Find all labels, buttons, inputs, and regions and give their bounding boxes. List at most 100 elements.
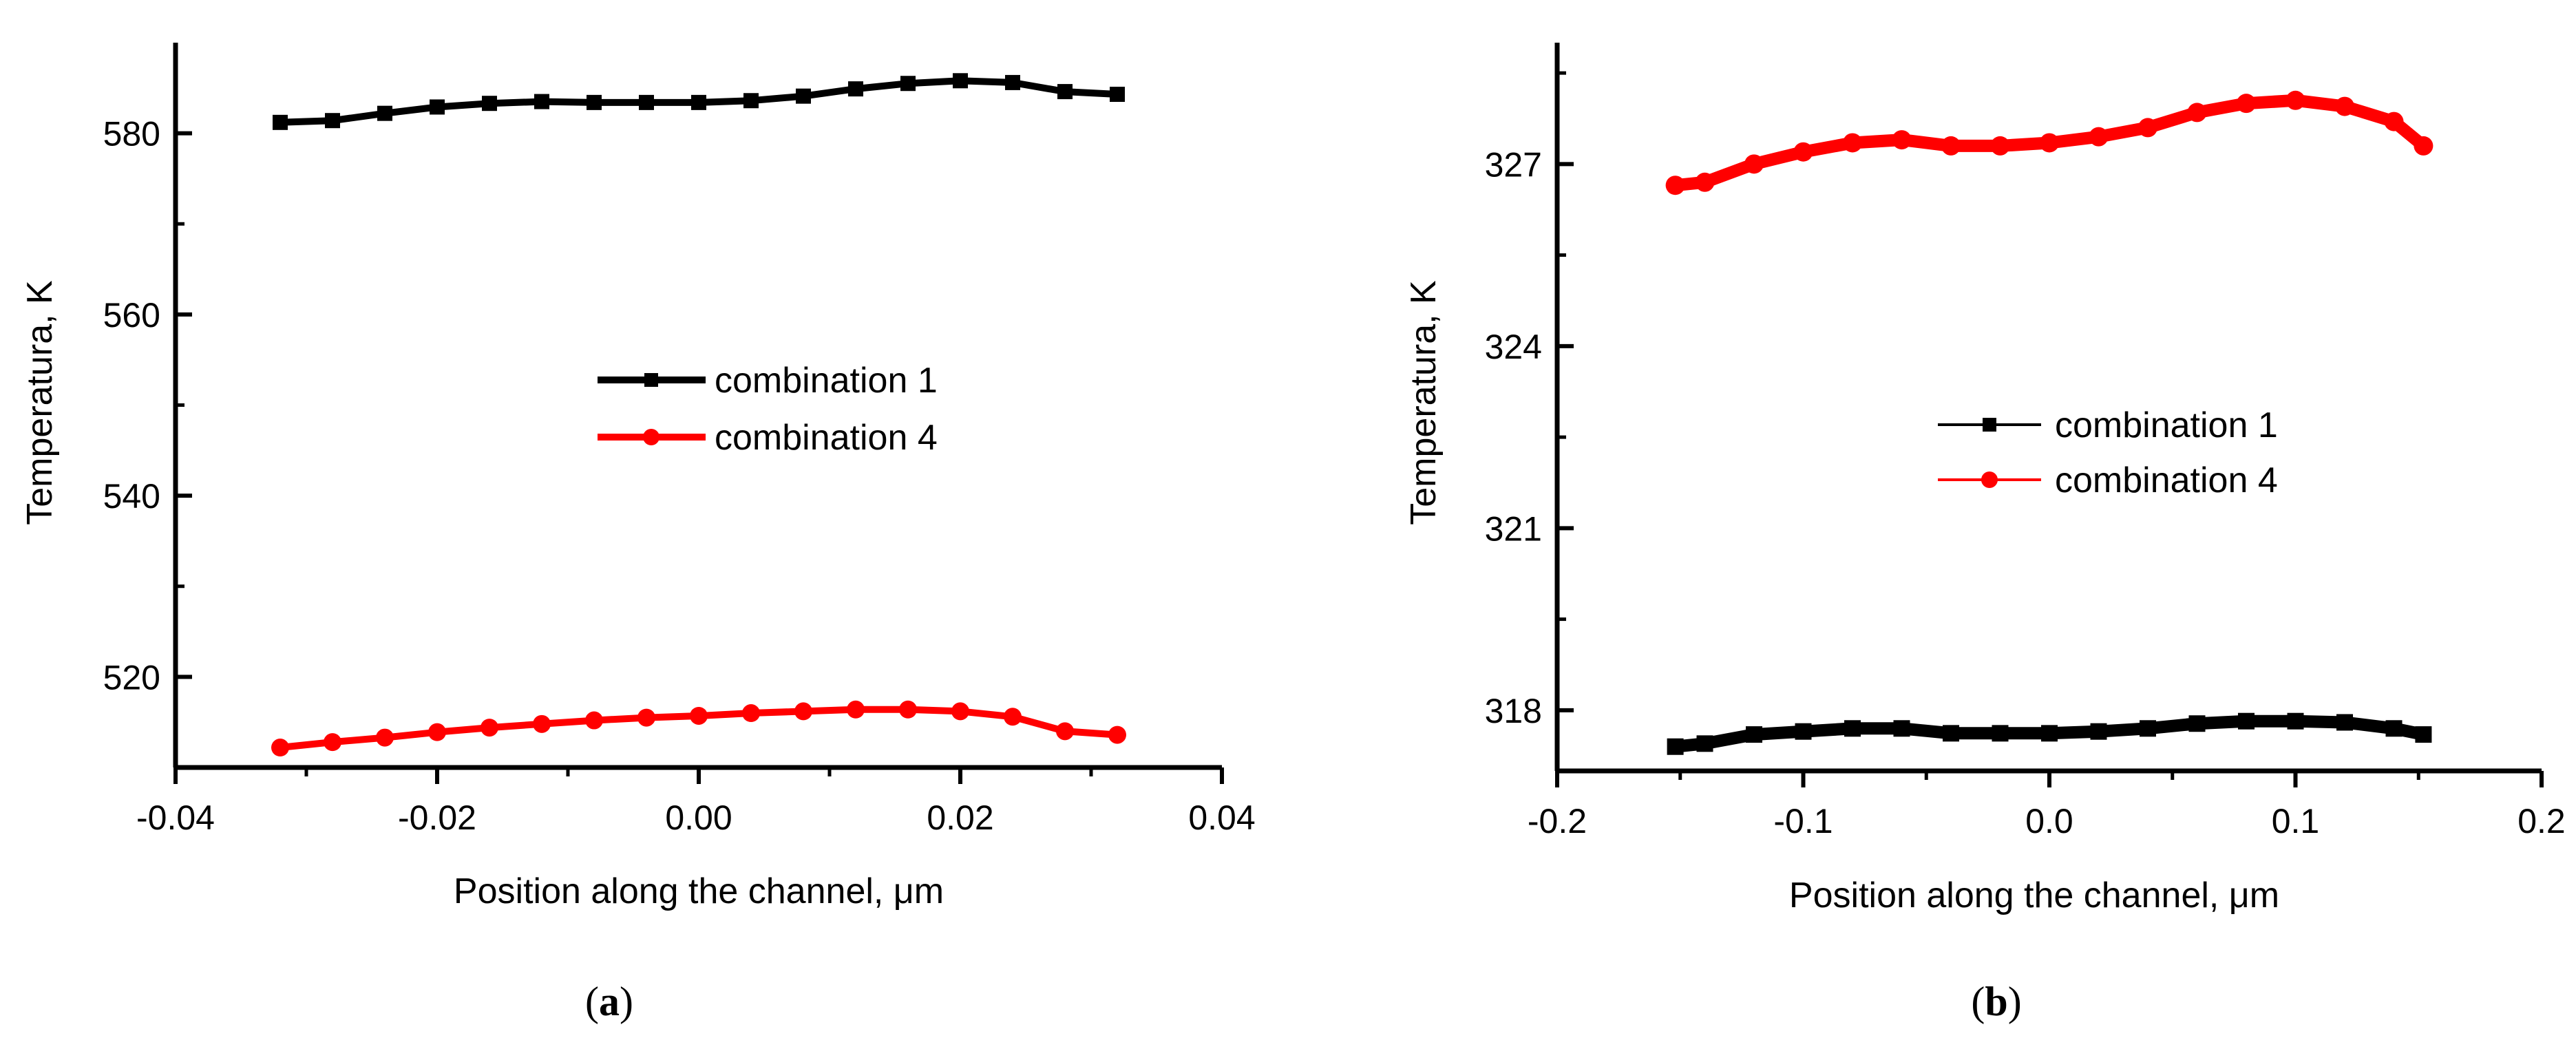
data-point xyxy=(794,702,812,721)
data-point xyxy=(690,706,708,725)
legend-label-combination-1: combination 1 xyxy=(2055,405,2278,445)
panel-label-letter: b xyxy=(1985,979,2007,1024)
data-point xyxy=(1696,735,1713,752)
data-point xyxy=(1056,722,1074,741)
data-point xyxy=(637,708,655,727)
data-point xyxy=(587,94,602,110)
series-group xyxy=(271,73,1126,757)
panel-a: -0.04 -0.02 0.00 0.02 0.04 520 540 560 580 Posi… xyxy=(20,43,1256,1024)
data-point xyxy=(1843,133,1862,153)
x-tick-label: 0.2 xyxy=(2517,802,2566,840)
data-point xyxy=(533,714,551,733)
data-point xyxy=(691,94,706,110)
data-point xyxy=(1941,136,1961,156)
data-point xyxy=(2187,103,2207,123)
data-point xyxy=(2238,712,2255,730)
data-point xyxy=(428,723,446,741)
x-ticks: -0.2 -0.1 0.0 0.1 0.2 xyxy=(1528,771,2566,840)
panel-label-close-paren: ) xyxy=(2008,979,2022,1024)
y-tick-label: 324 xyxy=(1485,328,1542,366)
data-point xyxy=(2385,720,2403,737)
y-ticks: 520 540 560 580 xyxy=(103,115,192,697)
data-point xyxy=(2285,90,2305,110)
y-tick-label: 318 xyxy=(1485,692,1542,730)
data-point xyxy=(324,733,341,752)
data-point xyxy=(273,114,288,130)
data-point xyxy=(900,76,916,92)
y-tick-label: 321 xyxy=(1485,509,1542,548)
legend: combination 1 combination 4 xyxy=(1938,405,2278,500)
data-point xyxy=(1795,723,1812,740)
data-point xyxy=(2335,96,2354,116)
data-point xyxy=(1893,720,1910,737)
data-point xyxy=(2090,723,2107,740)
data-point xyxy=(1057,84,1073,100)
data-point xyxy=(2089,127,2109,147)
y-tick-label: 540 xyxy=(103,477,160,516)
data-point xyxy=(1108,725,1126,744)
data-point xyxy=(1746,726,1762,743)
y-tick-label: 327 xyxy=(1485,145,1542,184)
data-point xyxy=(953,73,968,89)
data-point xyxy=(376,728,394,747)
legend-marker-square xyxy=(1983,418,1996,432)
data-point xyxy=(2140,720,2156,737)
data-point xyxy=(2237,94,2256,114)
data-point xyxy=(377,105,392,121)
data-point xyxy=(2041,725,2058,742)
x-tick-label: 0.02 xyxy=(927,798,993,837)
series-group xyxy=(1665,90,2434,755)
x-ticks: -0.04 -0.02 0.00 0.02 0.04 xyxy=(136,767,1256,837)
data-point xyxy=(742,704,760,723)
legend: combination 1 combination 4 xyxy=(598,361,938,458)
data-point xyxy=(1844,720,1861,737)
data-point xyxy=(2188,715,2206,732)
x-tick-label: 0.1 xyxy=(2272,802,2320,840)
x-tick-label: 0.00 xyxy=(665,798,732,837)
legend-marker-square xyxy=(644,373,658,387)
data-point xyxy=(1695,172,1715,192)
data-point xyxy=(899,700,917,719)
data-point xyxy=(1005,74,1020,90)
legend-label-combination-1: combination 1 xyxy=(715,361,938,401)
x-tick-label: 0.0 xyxy=(2025,802,2073,840)
data-point xyxy=(1892,130,1912,150)
data-point xyxy=(481,719,498,737)
data-point xyxy=(2040,133,2059,153)
legend-label-combination-4: combination 4 xyxy=(2055,460,2278,500)
x-tick-label: -0.04 xyxy=(136,798,215,837)
data-point xyxy=(848,81,863,97)
x-axis-title: Position along the channel, μm xyxy=(454,871,944,911)
data-point xyxy=(2384,112,2404,131)
y-axis-title: Temperatura, K xyxy=(1404,280,1444,525)
data-point xyxy=(1992,725,2009,742)
data-point xyxy=(1110,87,1125,103)
x-axis-title: Position along the channel, μm xyxy=(1789,876,2279,915)
y-ticks: 318 321 324 327 xyxy=(1485,71,1574,730)
data-point xyxy=(271,739,289,757)
panel-label-open-paren: ( xyxy=(585,979,599,1024)
legend-marker-circle xyxy=(643,429,659,445)
data-point xyxy=(430,99,445,115)
data-point xyxy=(2415,726,2432,743)
x-tick-label: 0.04 xyxy=(1188,798,1255,837)
data-point xyxy=(482,96,497,112)
data-point xyxy=(847,700,865,719)
legend-marker-circle xyxy=(1981,471,1998,488)
data-point xyxy=(1943,725,1959,742)
y-tick-label: 560 xyxy=(103,296,160,335)
data-point xyxy=(1744,154,1764,174)
data-point xyxy=(534,94,549,109)
y-tick-label: 520 xyxy=(103,658,160,697)
data-point xyxy=(2414,136,2434,156)
x-tick-label: -0.02 xyxy=(398,798,476,837)
panel-b: -0.2 -0.1 0.0 0.1 0.2 318 321 324 327 Position … xyxy=(1404,43,2566,1024)
data-point xyxy=(1990,136,2010,156)
data-point xyxy=(2138,118,2157,138)
data-point xyxy=(585,711,603,730)
data-point xyxy=(2336,714,2353,731)
data-point xyxy=(1793,142,1813,162)
data-point xyxy=(796,88,811,104)
data-point xyxy=(743,93,759,109)
